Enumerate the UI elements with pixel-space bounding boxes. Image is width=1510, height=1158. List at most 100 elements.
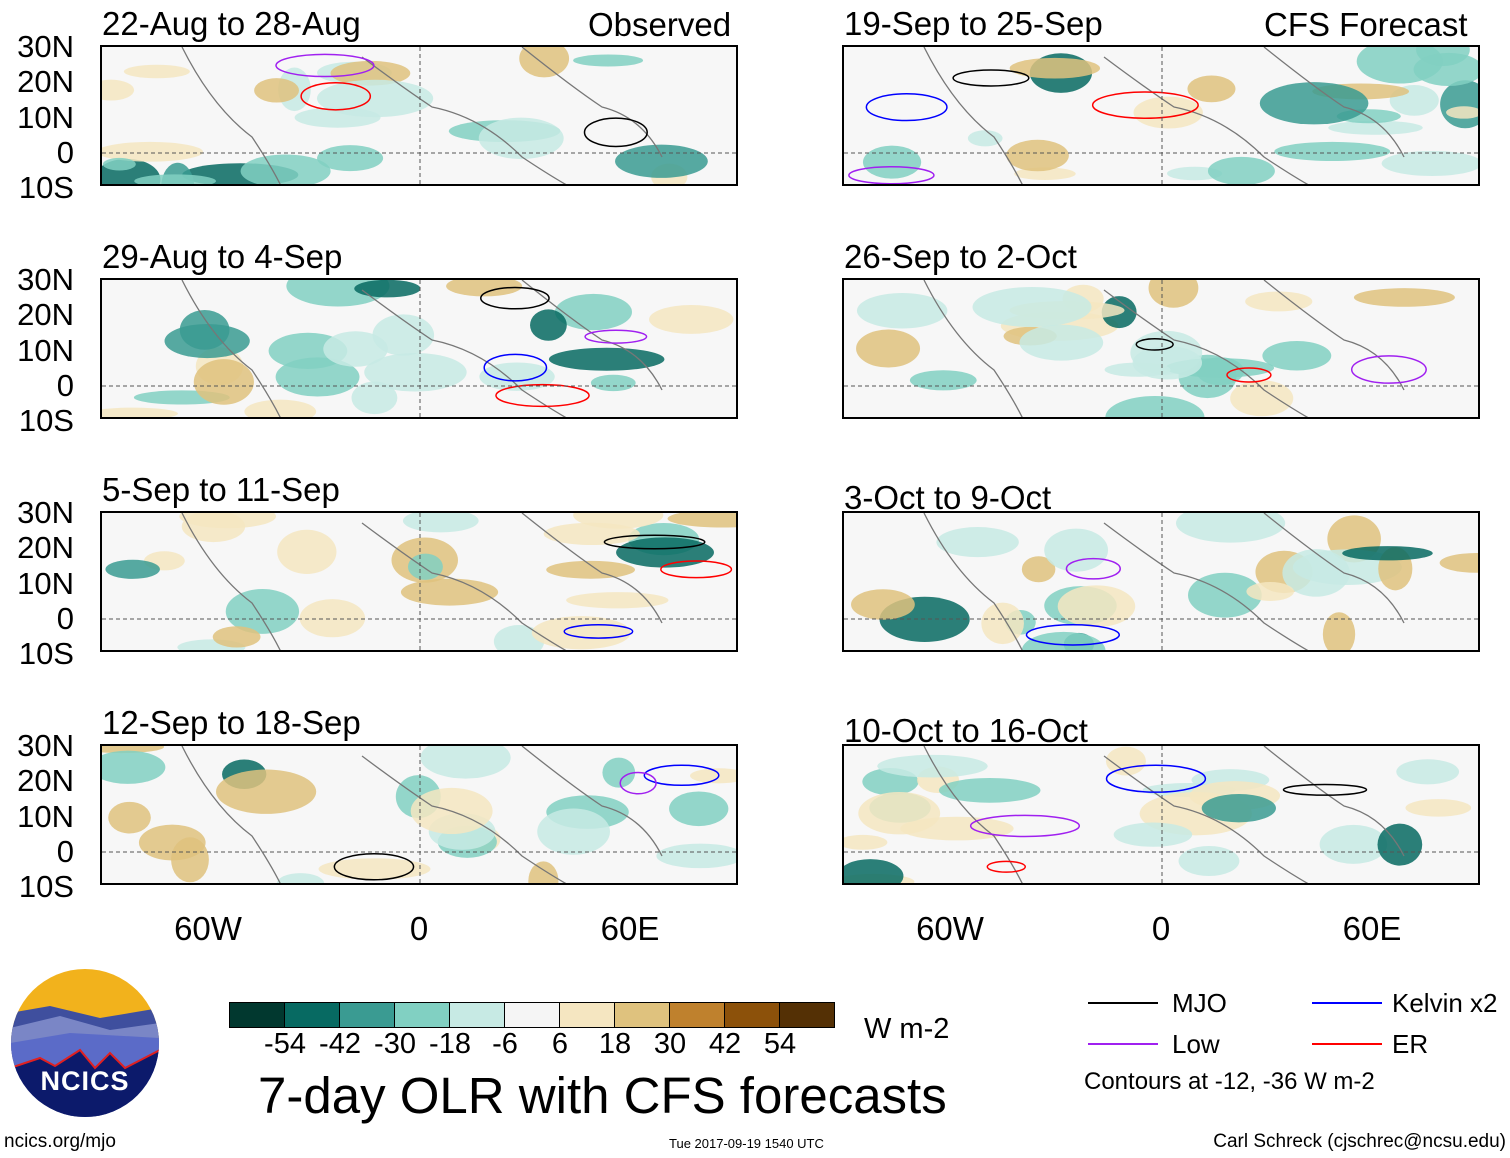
olr-anomaly	[105, 559, 160, 579]
olr-anomaly	[858, 791, 941, 835]
olr-anomaly	[351, 381, 398, 415]
lat-label: 20N	[17, 64, 74, 100]
olr-anomaly	[1245, 291, 1313, 312]
colorbar-swatch	[615, 1003, 670, 1027]
olr-anomaly	[1133, 96, 1203, 129]
legend-er-line	[1312, 1043, 1382, 1045]
olr-anomaly	[478, 117, 564, 160]
olr-anomaly	[317, 145, 384, 172]
legend-low-label: Low	[1172, 1029, 1220, 1059]
colorbar-label: 42	[708, 1028, 742, 1060]
olr-anomaly	[573, 54, 644, 67]
coastline	[181, 513, 663, 650]
olr-anomaly	[1207, 156, 1275, 184]
coastline	[181, 746, 663, 883]
coastline	[923, 47, 1405, 184]
lat-label: 0	[56, 367, 74, 403]
olr-anomaly	[407, 553, 443, 580]
timestamp: Tue 2017-09-19 1540 UTC	[669, 1136, 824, 1151]
olr-anomaly	[225, 589, 300, 634]
contour	[1065, 557, 1121, 580]
lon-label: 60W	[916, 910, 984, 947]
olr-map-panel	[842, 278, 1480, 419]
olr-anomaly	[1019, 324, 1104, 361]
olr-anomaly	[1405, 799, 1472, 817]
olr-anomaly	[102, 407, 178, 417]
coastline	[181, 280, 663, 417]
olr-anomaly	[656, 843, 736, 869]
colorbar-label: 18	[598, 1028, 632, 1060]
lat-label: 30N	[17, 728, 74, 763]
panel-title: 19-Sep to 25-Sep	[844, 5, 1103, 42]
olr-anomaly	[1188, 572, 1262, 618]
coastline	[923, 280, 1405, 417]
olr-map-panel	[100, 45, 738, 186]
olr-anomaly	[856, 292, 948, 329]
colorbar-label: -6	[492, 1028, 518, 1060]
olr-anomaly	[1282, 549, 1350, 597]
olr-anomaly	[193, 359, 254, 405]
contour	[986, 860, 1027, 873]
legend-kelvin-label: Kelvin x2	[1392, 988, 1498, 1018]
olr-anomaly	[1259, 82, 1369, 125]
colorbar-swatch	[285, 1003, 340, 1027]
legend-er-label: ER	[1392, 1029, 1429, 1059]
olr-map-panel	[100, 511, 738, 652]
olr-anomaly	[1021, 556, 1056, 583]
colorbar-swatch	[395, 1003, 450, 1027]
olr-anomaly	[909, 370, 977, 391]
olr-anomaly	[844, 859, 904, 883]
olr-anomaly	[938, 777, 1041, 803]
olr-anomaly	[566, 592, 669, 609]
panel-title: 22-Aug to 28-Aug	[102, 5, 361, 42]
contour	[300, 81, 372, 111]
contour	[495, 383, 590, 408]
olr-anomaly	[602, 757, 636, 788]
colorbar-label: 6	[551, 1028, 569, 1060]
panel-title: 3-Oct to 9-Oct	[844, 479, 1052, 516]
site-url[interactable]: ncics.org/mjo	[4, 1131, 116, 1152]
olr-anomaly	[102, 750, 166, 784]
olr-anomaly	[102, 157, 136, 171]
olr-anomaly	[277, 529, 337, 574]
colorbar-label: 54	[763, 1028, 797, 1060]
olr-anomaly	[330, 60, 411, 86]
contour	[619, 771, 657, 795]
olr-anomaly	[669, 791, 729, 827]
panel-title: 26-Sep to 2-Oct	[844, 238, 1077, 275]
olr-anomaly	[877, 754, 988, 778]
contour	[1091, 91, 1199, 120]
legend-mjo-line	[1088, 1002, 1158, 1004]
olr-anomaly	[1105, 746, 1146, 776]
lat-label: 0	[56, 833, 74, 869]
olr-anomaly	[1178, 845, 1240, 877]
olr-anomaly	[616, 537, 714, 568]
olr-anomaly	[215, 769, 317, 814]
olr-anomaly	[1175, 513, 1286, 543]
contour	[969, 814, 1081, 838]
olr-anomaly	[318, 858, 431, 880]
olr-anomaly	[1440, 80, 1478, 129]
lat-label: 10N	[17, 332, 74, 368]
contour-note: Contours at -12, -36 W m-2	[1084, 1068, 1375, 1095]
olr-anomaly	[1319, 824, 1388, 864]
colorbar-swatch	[670, 1003, 725, 1027]
lon-label: 60W	[174, 910, 242, 947]
olr-anomaly	[323, 331, 388, 367]
olr-anomaly	[1328, 120, 1423, 135]
legend-mjo-label: MJO	[1172, 988, 1227, 1018]
contour	[1282, 783, 1368, 796]
lon-label: 60E	[1342, 910, 1402, 947]
olr-anomaly	[936, 527, 1019, 558]
olr-anomaly	[1006, 139, 1069, 172]
olr-anomaly	[844, 834, 888, 850]
olr-anomaly	[123, 64, 190, 79]
olr-anomaly	[181, 513, 246, 543]
olr-anomaly	[851, 589, 915, 620]
colorbar-units: W m-2	[864, 1013, 950, 1045]
olr-anomaly	[171, 837, 209, 883]
olr-anomaly	[1044, 528, 1109, 572]
olr-anomaly	[364, 353, 467, 392]
colorbar-swatch	[230, 1003, 285, 1027]
colorbar-label: -30	[374, 1028, 416, 1060]
